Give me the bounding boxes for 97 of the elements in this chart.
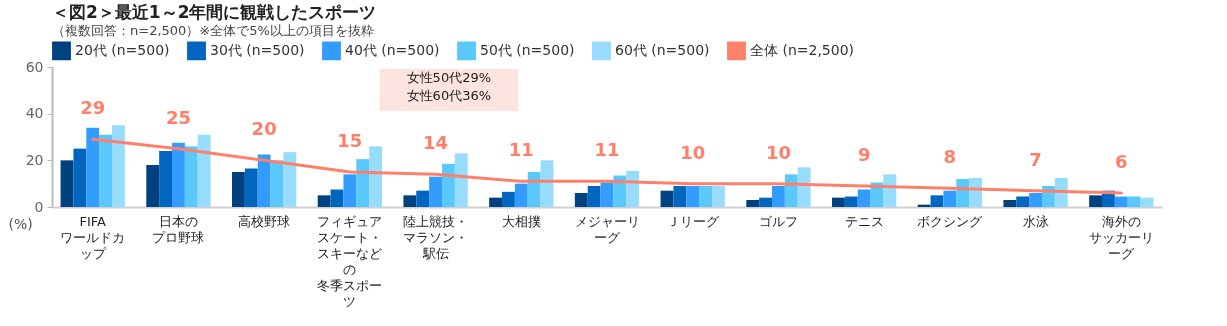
data-label: 9 <box>857 144 871 165</box>
bar <box>797 167 811 207</box>
bar <box>1016 196 1030 207</box>
bar <box>857 189 871 207</box>
chart-subtitle: （複数回答：n=2,500）※全体で5%以上の項目を抜粋 <box>52 23 374 38</box>
bar <box>489 197 502 207</box>
x-tick-label: ボクシング <box>917 213 984 229</box>
bar <box>356 159 370 207</box>
bar <box>172 142 185 207</box>
chart-title: ＜図2＞最近1～2年間に観戦したスポーツ <box>52 2 377 22</box>
bar <box>1003 200 1017 207</box>
x-tick-label: メジャーリーグ <box>574 213 640 245</box>
bar <box>343 174 357 207</box>
data-label: 15 <box>337 130 363 151</box>
bar <box>257 154 271 207</box>
y-tick-label: 60 <box>25 58 44 75</box>
x-tick-label: 水泳 <box>1022 213 1049 229</box>
bar <box>514 183 528 207</box>
bar <box>442 163 455 207</box>
data-label: 6 <box>1115 151 1128 172</box>
legend-label: 20代 (n=500) <box>75 41 170 58</box>
data-label: 20 <box>251 118 277 140</box>
bar <box>1127 196 1141 207</box>
bar <box>943 190 957 207</box>
data-label: 29 <box>80 97 106 119</box>
bar <box>784 174 798 207</box>
bar <box>73 148 87 207</box>
bar <box>712 186 725 207</box>
bar <box>454 153 468 207</box>
bar <box>1054 177 1068 207</box>
bar <box>60 160 74 207</box>
bar <box>844 196 858 207</box>
bar <box>660 190 674 207</box>
bar <box>772 186 785 207</box>
bar <box>1089 195 1102 207</box>
bar <box>699 186 712 207</box>
legend-label: 50代 (n=500) <box>480 41 575 58</box>
bar <box>197 134 211 207</box>
bar <box>416 190 430 207</box>
bar <box>283 152 297 207</box>
data-label: 14 <box>423 132 449 154</box>
annotation: 女性50代29% 女性60代36% <box>406 70 492 103</box>
x-tick-label: 日本のプロ野球 <box>152 213 205 245</box>
y-tick-label: 20 <box>25 151 44 168</box>
y-tick-label: 40 <box>25 105 44 122</box>
bar <box>527 172 541 207</box>
x-tick-label: Ｊリーグ <box>666 213 720 229</box>
bar <box>746 200 760 207</box>
bar <box>1140 197 1154 207</box>
data-label: 10 <box>765 141 791 163</box>
bar <box>626 170 640 207</box>
y-axis-title: (%) <box>8 215 33 232</box>
x-tick-label: 大相撲 <box>501 213 541 229</box>
bar <box>502 191 515 207</box>
data-label: 11 <box>508 139 534 161</box>
bar <box>330 189 344 207</box>
x-tick-label: テニス <box>844 213 884 229</box>
bar <box>1029 193 1042 207</box>
bar <box>930 195 944 207</box>
bar <box>112 125 125 207</box>
bar <box>403 195 417 207</box>
bar <box>759 197 772 207</box>
data-label: 10 <box>680 141 706 163</box>
bar <box>99 134 112 207</box>
x-tick-label: フィギュアスケート・スキーなどの冬季スポーツ <box>317 213 383 309</box>
legend-label: 全体 (n=2,500) <box>750 41 855 58</box>
legend-label: 30代 (n=500) <box>210 41 305 58</box>
bar <box>600 182 614 207</box>
bar <box>1114 196 1128 207</box>
bar <box>146 165 160 207</box>
bar <box>574 193 588 207</box>
bar <box>673 186 687 207</box>
legend-label: 40代 (n=500) <box>345 41 440 58</box>
bar <box>244 168 258 207</box>
bar <box>883 174 897 207</box>
bar <box>232 172 245 207</box>
bar <box>587 186 601 207</box>
x-tick-label: ゴルフ <box>758 213 798 229</box>
legend-label: 60代 (n=500) <box>615 41 710 58</box>
bar <box>832 197 845 207</box>
bar <box>686 186 700 207</box>
data-label: 11 <box>594 139 620 161</box>
bar <box>429 176 442 207</box>
bar <box>159 151 172 207</box>
bar <box>613 175 627 207</box>
data-label: 8 <box>943 146 957 168</box>
x-tick-label: 高校野球 <box>238 213 291 229</box>
x-tick-label: 陸上競技・マラソン・駅伝 <box>403 213 469 261</box>
y-tick-label: 0 <box>34 198 44 215</box>
x-tick-label: 海外のサッカーリーグ <box>1088 213 1154 261</box>
data-label: 25 <box>165 106 191 128</box>
x-tick-label: FIFAワールドカップ <box>60 213 126 261</box>
bar <box>317 195 331 207</box>
bar <box>184 146 198 207</box>
bar <box>369 146 382 207</box>
bar <box>86 127 100 207</box>
data-label: 7 <box>1029 148 1042 170</box>
